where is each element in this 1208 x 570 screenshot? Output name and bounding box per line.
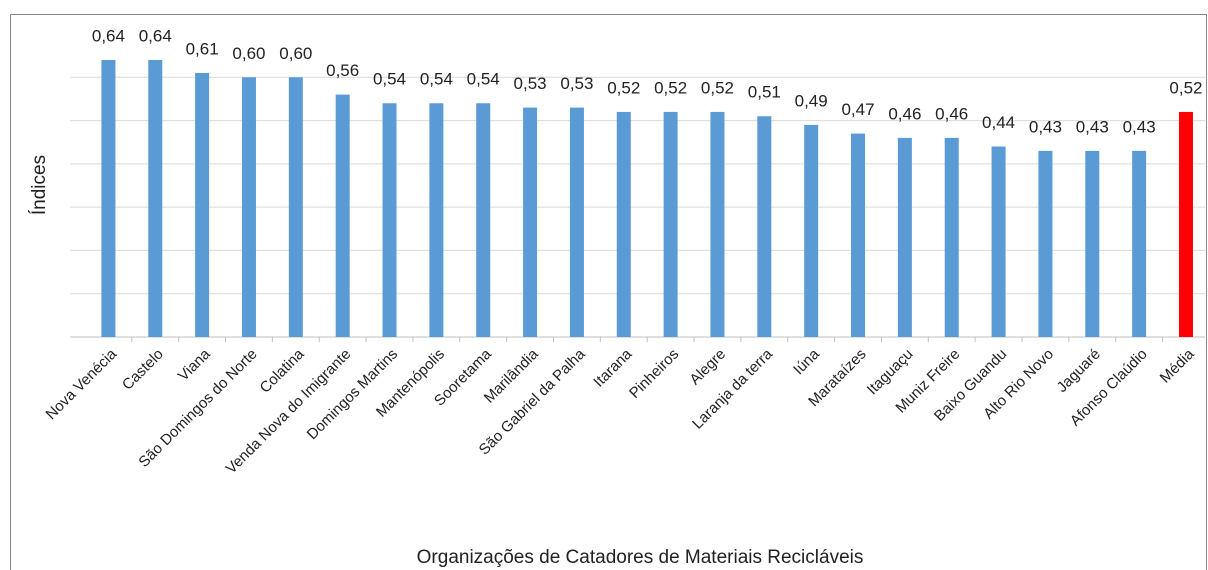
data-label: 0,51 (748, 83, 781, 102)
chart-frame (10, 14, 1207, 570)
data-label: 0,64 (92, 26, 125, 45)
bar (148, 59, 163, 337)
bar (1038, 150, 1053, 337)
x-tick-label: Média (1157, 345, 1198, 386)
bar (288, 77, 303, 338)
bar (335, 94, 350, 337)
data-label: 0,47 (841, 100, 874, 119)
data-label: 0,52 (1169, 78, 1202, 97)
data-label: 0,44 (982, 113, 1015, 132)
bar (944, 137, 959, 337)
data-label: 0,53 (514, 74, 547, 93)
bar (991, 146, 1006, 337)
data-label: 0,60 (232, 44, 265, 63)
bar (429, 103, 444, 337)
data-label: 0,53 (560, 74, 593, 93)
bar (851, 133, 866, 337)
bar (757, 116, 772, 337)
bar (1178, 111, 1193, 338)
bar (710, 111, 725, 338)
x-tick-label: Alegre (686, 346, 729, 389)
x-tick-label: Pinheiros (626, 346, 682, 402)
x-tick-label: Laranja da terra (689, 345, 776, 432)
data-label: 0,43 (1029, 117, 1062, 136)
bar (804, 124, 819, 338)
bar (569, 107, 584, 337)
data-label: 0,54 (467, 70, 500, 89)
y-axis-label: Índices (29, 155, 50, 215)
bar (1085, 150, 1100, 337)
bar (897, 137, 912, 337)
data-label: 0,52 (607, 78, 640, 97)
bar (476, 103, 491, 337)
bar (241, 77, 256, 338)
data-label: 0,49 (795, 91, 828, 110)
data-label: 0,54 (420, 70, 453, 89)
data-label: 0,46 (935, 104, 968, 123)
data-label: 0,64 (139, 26, 172, 45)
bar (195, 72, 210, 337)
data-label: 0,52 (701, 78, 734, 97)
bar (663, 111, 678, 338)
data-label: 0,56 (326, 61, 359, 80)
bar (101, 59, 116, 337)
data-label: 0,43 (1123, 117, 1156, 136)
data-label: 0,43 (1076, 117, 1109, 136)
x-tick-label: Viana (175, 345, 214, 384)
data-label: 0,61 (186, 39, 219, 58)
bar (523, 107, 538, 337)
x-tick-label: Itarana (590, 345, 636, 391)
data-label: 0,54 (373, 70, 406, 89)
data-label: 0,46 (888, 104, 921, 123)
x-tick-label: Nova Venécia (43, 345, 121, 423)
x-axis-label: Organizações de Catadores de Materiais R… (417, 547, 864, 568)
data-label: 0,52 (654, 78, 687, 97)
bar (382, 103, 397, 337)
x-tick-label: Iúna (790, 345, 823, 378)
x-tick-label: Castelo (119, 346, 167, 394)
bar (616, 111, 631, 338)
bar (1132, 150, 1147, 337)
data-label: 0,60 (279, 44, 312, 63)
